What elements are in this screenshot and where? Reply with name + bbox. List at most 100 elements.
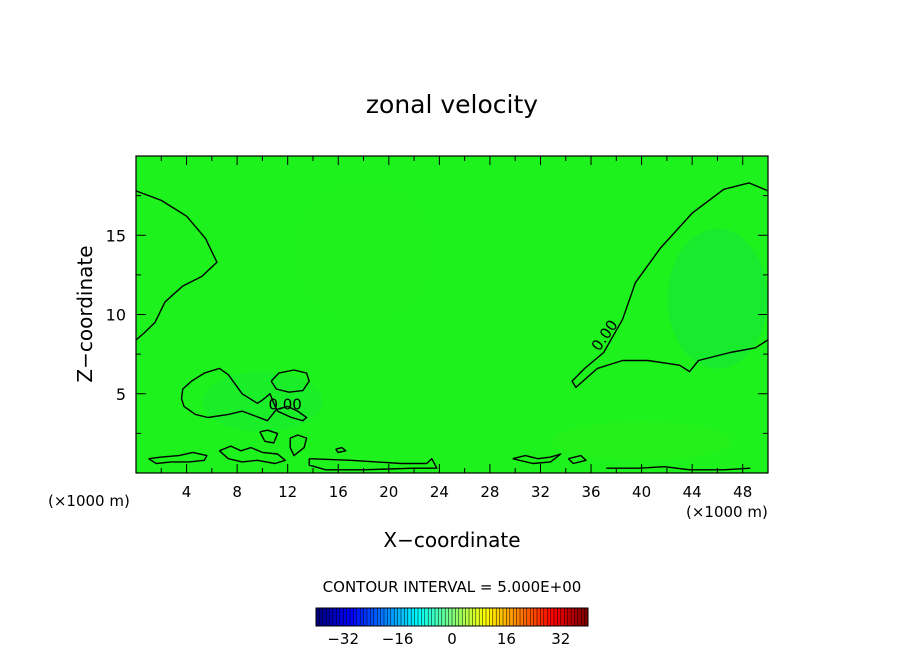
colorbar-step [574,608,579,626]
colorbar-step [407,608,412,626]
x-axis-label: X−coordinate [383,528,520,552]
y-tick-label: 5 [116,385,126,404]
colorbar-step [469,608,473,626]
colorbar-tick-label: −16 [382,630,414,648]
colorbar-step [537,608,541,626]
colorbar-step [496,608,500,626]
colorbar-step [554,608,558,626]
colorbar-step [435,608,439,626]
contour-small-loop-13 [289,434,308,457]
colorbar-step [557,608,562,626]
colorbar-tick-label: 32 [551,630,570,648]
colorbar-step [333,608,337,626]
x-unit-left: (×1000 m) [48,492,130,510]
colorbar-step [458,608,463,626]
contour-bottom-strip-4 [512,453,562,465]
colorbar-step [472,608,477,626]
colorbar-step [350,608,354,626]
colorbar-step [438,608,443,626]
colorbar-step [503,608,507,626]
colorbar-step [523,608,528,626]
colorbar-step [516,608,521,626]
x-tick-label: 44 [683,483,702,501]
chart-title: zonal velocity [366,90,538,119]
colorbar-step [397,608,402,626]
contour-bottom-strip-1 [148,451,208,465]
field-shade [667,228,768,369]
y-tick-label: 15 [106,226,126,245]
colorbar-step [404,608,409,626]
colorbar-step [465,608,470,626]
x-tick-label: 32 [531,483,550,501]
colorbar-step [550,608,555,626]
colorbar-step [564,608,568,626]
y-tick-label: 10 [106,306,126,325]
colorbar-step [322,608,327,626]
colorbar-step [414,608,419,626]
colorbar-step [441,608,446,626]
x-tick-label: 24 [430,483,449,501]
colorbar-step [421,608,426,626]
x-tick-label: 8 [232,483,242,501]
colorbar-step [530,608,534,626]
colorbar-step [411,608,415,626]
colorbar-step [520,608,524,626]
x-tick-label: 16 [329,483,348,501]
colorbar-step [581,608,585,626]
colorbar-step [543,608,548,626]
colorbar-step [387,608,392,626]
contour-label: 0.00 [268,396,301,414]
colorbar-step [506,608,511,626]
colorbar-step [370,608,375,626]
colorbar-step [316,608,320,626]
colorbar-frame [315,607,589,627]
field-shade [202,371,323,432]
colorbar-step [319,608,324,626]
colorbar-step [360,608,364,626]
x-axis-ticks: 4 8 12 16 20 24 28 32 36 40 44 48 [160,156,752,501]
colorbar-step [499,608,504,626]
colorbar-step [571,608,575,626]
x-tick-label: 40 [632,483,651,501]
colorbar-step [329,608,334,626]
colorbar-step [509,608,514,626]
x-tick-label: 48 [733,483,752,501]
colorbar-step [462,608,466,626]
colorbar-step [479,608,483,626]
contour-bottom-strip-2 [218,445,286,465]
colorbar-step [424,608,429,626]
contour-lines [135,182,769,471]
colorbar-step [418,608,422,626]
contour-small-loop-10 [259,429,279,444]
colorbar-step [377,608,381,626]
colorbar-tick-label: 0 [447,630,457,648]
colorbar-step [533,608,538,626]
colorbar-step [336,608,341,626]
colorbar-step [577,608,582,626]
y-axis-ticks: 5 10 15 [106,195,768,434]
velocity-field [136,156,768,473]
colorbar-step [567,608,572,626]
x-tick-label: 36 [581,483,600,501]
colorbar-step [339,608,344,626]
colorbar-step [455,608,460,626]
contour-interval-text: CONTOUR INTERVAL = 5.000E+00 [323,578,582,596]
colorbar-step [489,608,494,626]
colorbar-step [482,608,487,626]
field-shade [293,181,434,322]
colorbar-step [373,608,378,626]
colorbar-step [492,608,497,626]
colorbar-tick-label: 16 [497,630,516,648]
colorbar-step [540,608,545,626]
colorbar-step [584,608,589,626]
contour-tiny-blob [335,446,347,454]
colorbar [315,607,589,627]
contour-upper-right [571,182,769,389]
colorbar-step [326,608,330,626]
x-tick-label: 28 [480,483,499,501]
contour-upper-left [135,190,218,341]
colorbar-step [363,608,368,626]
colorbar-step [452,608,456,626]
colorbar-step [475,608,480,626]
